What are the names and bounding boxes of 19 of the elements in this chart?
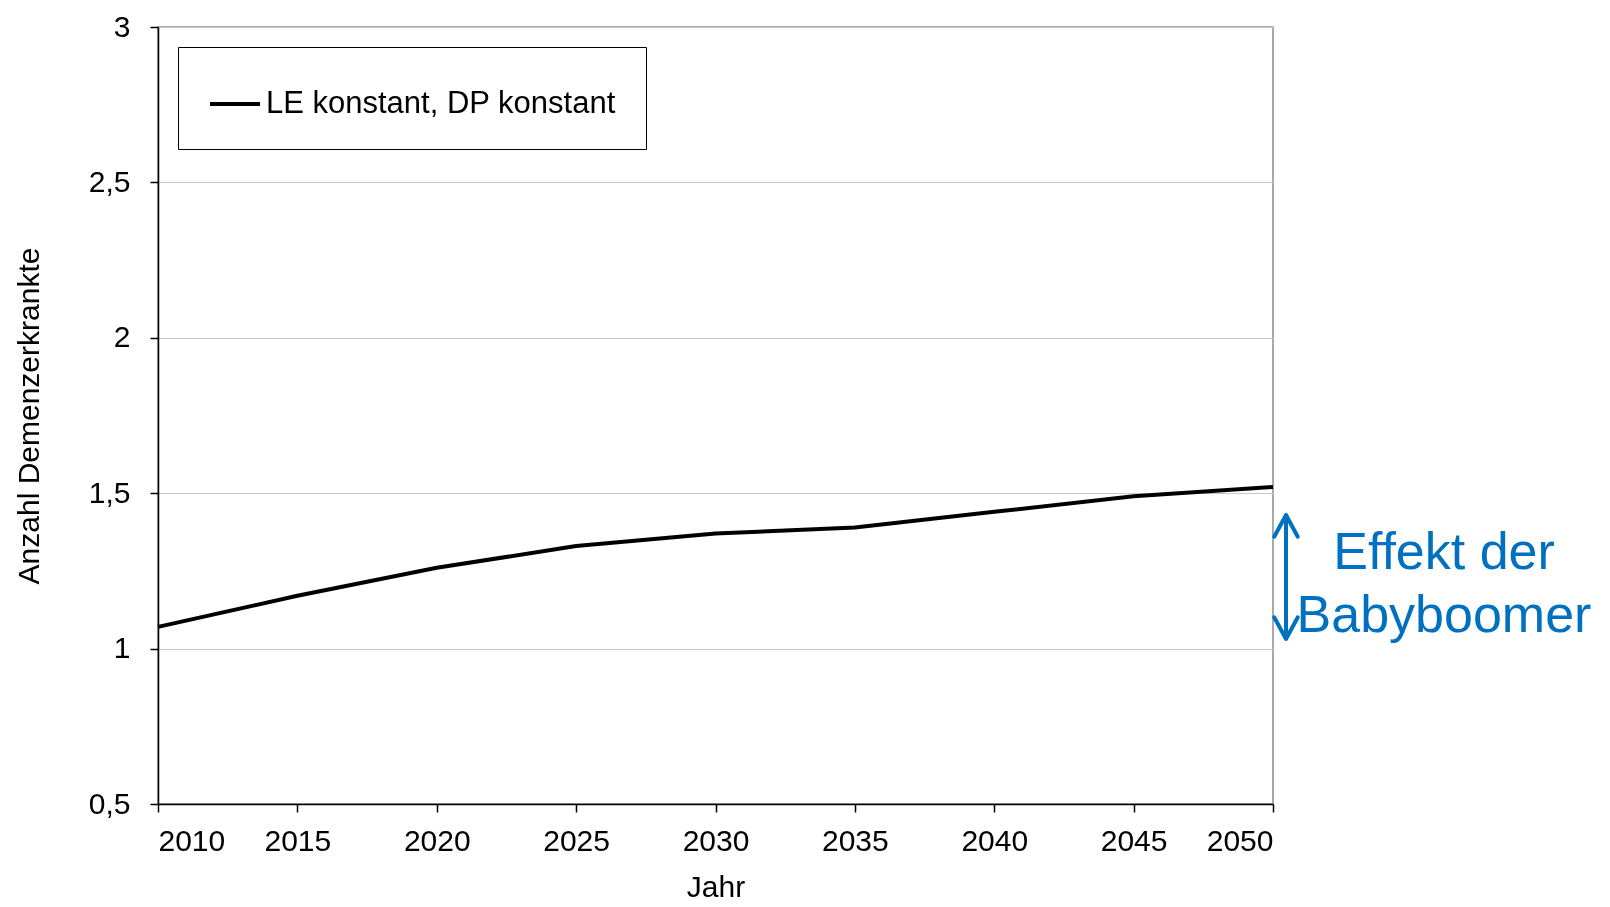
y-tick-label: 1 (113, 631, 131, 665)
y-tick-label: 3 (113, 9, 131, 43)
y-tick-label: 2,5 (88, 164, 131, 198)
x-tick-label: 2015 (264, 823, 332, 857)
legend-label: LE konstant, DP konstant (266, 85, 616, 120)
y-tick-label: 2 (113, 320, 131, 354)
x-tick-label: 2010 (158, 823, 226, 857)
x-tick-label: 2050 (1206, 823, 1274, 857)
text: Effekt der Babyboomer (1296, 522, 1592, 643)
x-axis-title: Jahr (686, 869, 746, 903)
y-axis-title: Anzahl Demenzerkrankte (11, 247, 45, 585)
x-tick-label: 2025 (543, 823, 610, 857)
x-tick-label: 2020 (403, 823, 471, 857)
y-tick-label: 1,5 (88, 475, 131, 509)
y-tick-label: 0,5 (88, 786, 131, 820)
x-tick-label: 2030 (682, 823, 750, 857)
x-tick-label: 2045 (1100, 823, 1168, 857)
x-tick-label: 2040 (961, 823, 1029, 857)
x-tick-label: 2035 (822, 823, 889, 857)
